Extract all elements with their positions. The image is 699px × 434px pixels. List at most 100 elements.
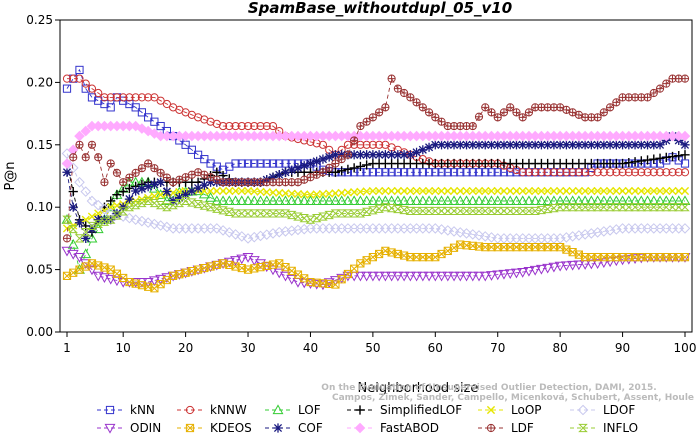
data-point xyxy=(543,186,552,196)
legend-label: SimplifiedLOF xyxy=(380,403,462,417)
data-point xyxy=(230,195,241,206)
data-point xyxy=(649,186,658,196)
data-point xyxy=(680,253,690,262)
legend-label: KDEOS xyxy=(210,421,252,434)
data-point xyxy=(318,212,328,221)
data-point xyxy=(456,168,465,177)
data-point xyxy=(556,168,565,177)
legend-label: ODIN xyxy=(130,421,161,434)
data-point xyxy=(473,230,485,241)
data-point xyxy=(273,195,285,206)
data-point xyxy=(599,203,609,212)
data-point xyxy=(256,159,265,168)
data-point xyxy=(680,74,690,83)
x-tick-label: 80 xyxy=(553,341,568,355)
data-point xyxy=(242,195,254,206)
data-point xyxy=(343,150,353,159)
legend-item-simplifiedlof: SimplifiedLOF xyxy=(347,403,462,417)
legend-marker xyxy=(577,404,589,416)
data-point xyxy=(336,195,348,206)
data-point xyxy=(605,140,615,150)
data-point xyxy=(236,231,248,242)
data-point xyxy=(493,186,502,196)
data-point xyxy=(630,140,640,150)
data-point xyxy=(94,88,103,98)
data-point xyxy=(437,117,446,126)
data-point xyxy=(593,113,602,122)
data-point xyxy=(255,230,266,242)
data-point xyxy=(592,195,604,206)
data-point xyxy=(580,140,590,150)
data-point xyxy=(393,150,403,160)
data-point xyxy=(648,203,659,212)
data-point xyxy=(223,195,235,206)
data-point xyxy=(612,168,621,177)
data-point xyxy=(393,168,402,177)
data-point xyxy=(406,186,415,196)
data-point xyxy=(524,140,534,150)
data-point xyxy=(642,140,653,150)
data-point xyxy=(199,180,209,190)
data-point xyxy=(654,195,666,206)
data-point xyxy=(611,203,622,212)
data-point xyxy=(361,271,373,282)
data-point xyxy=(361,207,372,216)
data-point xyxy=(599,186,608,196)
data-point xyxy=(455,140,465,150)
data-point xyxy=(454,227,466,238)
data-point xyxy=(524,206,534,216)
data-point xyxy=(293,212,303,221)
data-point xyxy=(680,186,690,196)
data-point xyxy=(374,204,384,213)
data-point xyxy=(392,271,404,282)
data-point xyxy=(336,273,348,284)
data-point xyxy=(560,261,572,272)
data-point xyxy=(561,232,572,243)
data-point xyxy=(411,195,423,206)
data-point xyxy=(442,271,454,282)
data-point xyxy=(223,227,235,238)
data-point xyxy=(131,186,141,196)
data-point xyxy=(454,271,466,282)
data-point xyxy=(549,186,559,196)
data-point xyxy=(306,190,315,199)
y-tick-label: 0.05 xyxy=(26,263,53,277)
data-point xyxy=(61,148,73,159)
data-point xyxy=(94,209,103,218)
data-point xyxy=(231,121,240,131)
data-point xyxy=(630,203,640,212)
legend-label: LOF xyxy=(298,403,321,417)
data-point xyxy=(674,186,683,196)
data-point xyxy=(443,140,453,150)
legend-label: FastABOD xyxy=(380,421,439,434)
data-point xyxy=(431,186,440,196)
data-point xyxy=(230,229,241,240)
data-point xyxy=(437,168,446,177)
data-point xyxy=(399,88,409,98)
data-point xyxy=(354,195,366,206)
data-point xyxy=(568,140,578,150)
x-tick-label: 70 xyxy=(490,341,505,355)
legend-item-loop: LoOP xyxy=(478,403,542,417)
data-point xyxy=(268,209,278,218)
data-point xyxy=(637,186,646,196)
data-point xyxy=(205,177,216,187)
data-point xyxy=(74,130,85,142)
data-point xyxy=(62,215,72,224)
data-point xyxy=(399,205,409,215)
data-point xyxy=(137,184,147,194)
data-point xyxy=(398,195,410,206)
data-point xyxy=(275,188,284,197)
data-point xyxy=(99,273,110,284)
data-point xyxy=(404,195,416,206)
data-point xyxy=(474,112,484,121)
data-point xyxy=(442,225,454,236)
data-point xyxy=(624,158,634,168)
data-point xyxy=(250,159,259,168)
data-point xyxy=(461,206,472,216)
data-point xyxy=(535,264,547,275)
data-point xyxy=(300,190,309,199)
data-point xyxy=(250,121,259,131)
data-point xyxy=(493,113,502,122)
x-tick-label: 100 xyxy=(674,341,697,355)
